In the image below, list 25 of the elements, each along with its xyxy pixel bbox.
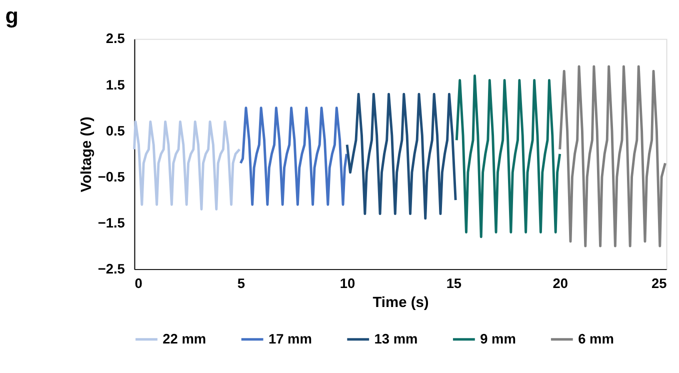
- line-series: [558, 65, 666, 248]
- line-series: [455, 74, 562, 238]
- y-tick-label: 2.5: [106, 31, 126, 46]
- x-tick-label: 25: [652, 276, 668, 292]
- y-tick-label: −1.5: [98, 215, 126, 230]
- y-tick-label: −0.5: [98, 169, 126, 184]
- y-tick-label: −2.5: [98, 261, 126, 276]
- x-tick-label: 10: [340, 276, 356, 292]
- legend-label: 9 mm: [480, 331, 516, 346]
- legend-label: 22 mm: [162, 331, 206, 346]
- line-series: [239, 106, 348, 206]
- x-tick-label: 20: [552, 276, 568, 292]
- x-axis-title: Time (s): [372, 294, 429, 311]
- legend-label: 13 mm: [374, 331, 418, 346]
- line-series: [133, 120, 241, 210]
- y-axis-title: Voltage (V): [78, 116, 95, 192]
- y-tick-label: 0.5: [106, 123, 126, 138]
- line-series: [346, 92, 457, 220]
- legend-label: 6 mm: [578, 331, 614, 346]
- x-tick-label: 15: [446, 276, 462, 292]
- chart-title: g: [5, 3, 18, 28]
- x-tick-label: 5: [237, 276, 246, 292]
- x-tick-label: 0: [134, 276, 143, 292]
- legend-label: 17 mm: [268, 331, 312, 346]
- y-tick-label: 1.5: [106, 77, 126, 92]
